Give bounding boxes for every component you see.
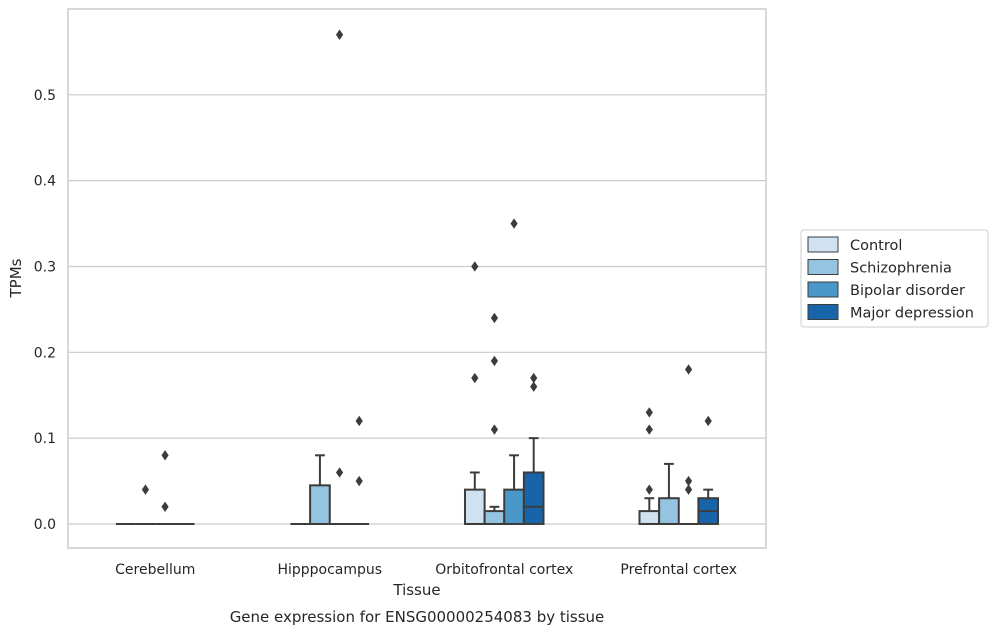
legend: Control Schizophrenia Bipolar disorder Majo… (800, 229, 989, 328)
legend-swatch (807, 304, 839, 320)
box (658, 462, 680, 525)
outlier-marker (684, 475, 693, 487)
plot-area (67, 8, 767, 549)
y-tick-label: 0.3 (34, 259, 56, 275)
legend-swatch (807, 281, 839, 298)
outlier-marker (510, 218, 518, 229)
box (522, 437, 545, 525)
box-body (503, 488, 525, 525)
legend-swatch (807, 236, 839, 253)
y-tick-label: 0.0 (34, 517, 56, 533)
outlier-marker (471, 372, 479, 384)
box-body (483, 510, 506, 525)
x-tick-label: Orbitofrontal cortex (435, 562, 573, 578)
outlier-marker (471, 261, 479, 272)
legend-frame (800, 229, 989, 328)
x-tick-label: Hipppocampus (277, 562, 382, 578)
box (697, 488, 720, 525)
outlier-marker (355, 475, 363, 487)
y-tick-label: 0.2 (34, 345, 56, 361)
outlier-marker (490, 355, 499, 367)
x-tick-labels: Cerebellum Hipppocampus Orbitofrontal cort… (115, 562, 737, 578)
legend-label: Control (850, 238, 902, 254)
outlier-marker (141, 484, 150, 495)
outlier-marker (704, 415, 712, 427)
chart-caption: Gene expression for ENSG00000254083 by t… (230, 608, 605, 626)
box-body (309, 484, 331, 525)
y-tick-label: 0.5 (34, 88, 56, 104)
outlier-marker (355, 415, 363, 427)
outlier-marker (490, 312, 499, 324)
box (309, 454, 331, 525)
legend-swatch (807, 259, 839, 275)
legend-label: Major depression (850, 306, 974, 322)
outlier-marker (684, 484, 693, 495)
y-axis-title: TPMs (7, 258, 25, 298)
outlier-marker (161, 501, 169, 513)
outlier-marker (530, 381, 538, 392)
outlier-marker (335, 467, 344, 478)
box-body (658, 497, 680, 525)
x-axis-title: Tissue (392, 581, 440, 599)
outlier-marker (335, 29, 344, 40)
outlier-marker (684, 364, 693, 375)
outlier-marker (645, 484, 653, 495)
box-body (638, 510, 661, 525)
legend-label: Schizophrenia (850, 261, 952, 277)
y-tick-label: 0.4 (34, 174, 56, 190)
boxes-layer (115, 437, 720, 525)
outlier-marker (645, 407, 653, 418)
x-tick-label: Cerebellum (115, 562, 195, 578)
outlier-marker (161, 450, 169, 461)
outlier-marker (530, 372, 538, 384)
outliers-layer (141, 29, 712, 513)
box-body (522, 471, 545, 525)
outlier-marker (490, 424, 499, 435)
y-tick-labels: 0.0 0.1 0.2 0.3 0.4 0.5 (34, 88, 56, 533)
y-tick-label: 0.1 (34, 431, 56, 447)
legend-label: Bipolar disorder (850, 283, 965, 299)
outlier-marker (645, 424, 653, 435)
box-body (463, 488, 486, 525)
box (463, 471, 486, 525)
box (483, 505, 506, 525)
x-tick-label: Prefrontal cortex (620, 562, 737, 578)
legend-items: Control Schizophrenia Bipolar disorder Majo… (807, 236, 974, 322)
